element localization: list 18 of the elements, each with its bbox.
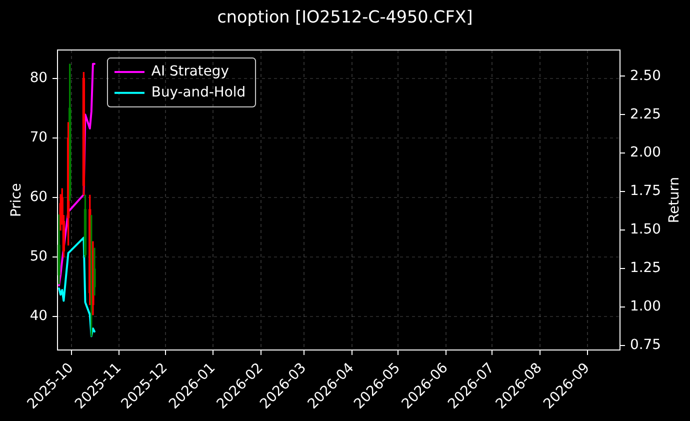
- legend-label: Buy-and-Hold: [151, 84, 246, 100]
- y2-tick-label: 1.25: [630, 260, 661, 276]
- y-tick-label: 70: [30, 130, 48, 146]
- y2-tick-label: 2.50: [630, 68, 661, 84]
- y-tick-label: 50: [30, 248, 48, 265]
- legend-label: AI Strategy: [151, 64, 229, 80]
- y-tick-label: 60: [30, 189, 48, 206]
- y2-axis-title: Return: [666, 176, 683, 224]
- y2-tick-label: 2.00: [630, 144, 661, 161]
- y-tick-label: 80: [30, 70, 48, 86]
- y-axis-title: Price: [8, 183, 25, 217]
- y2-tick-label: 1.75: [630, 183, 661, 200]
- y2-tick-label: 1.00: [630, 298, 661, 315]
- y2-tick-label: 1.50: [630, 222, 661, 238]
- y-tick-label: 40: [30, 308, 48, 324]
- chart-title: cnoption [IO2512-C-4950.CFX]: [217, 6, 473, 26]
- y2-tick-label: 0.75: [630, 336, 661, 353]
- y2-tick-label: 2.25: [630, 106, 661, 122]
